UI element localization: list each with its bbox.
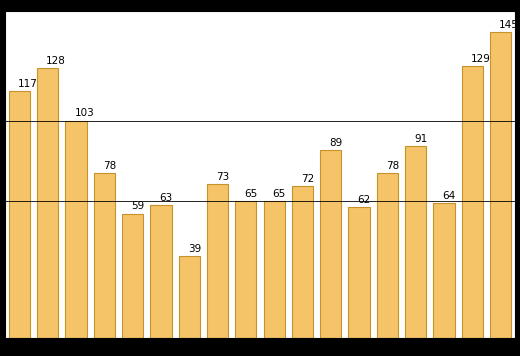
Text: 39: 39 <box>188 244 201 254</box>
Bar <box>9 91 30 338</box>
Text: 128: 128 <box>46 56 66 66</box>
Text: 65: 65 <box>272 189 286 199</box>
Text: 72: 72 <box>301 174 314 184</box>
Text: 145: 145 <box>499 20 519 30</box>
Bar <box>377 173 398 338</box>
Bar <box>178 256 200 338</box>
Bar <box>405 146 426 338</box>
Bar <box>150 205 172 338</box>
Bar <box>94 173 115 338</box>
Bar <box>348 207 370 338</box>
Text: 89: 89 <box>329 138 343 148</box>
Bar <box>66 121 87 338</box>
Bar <box>264 201 285 338</box>
Bar <box>122 214 143 338</box>
Bar <box>490 32 511 338</box>
Text: 64: 64 <box>443 191 456 201</box>
Bar <box>37 68 58 338</box>
Bar <box>433 203 454 338</box>
Text: 129: 129 <box>471 53 491 63</box>
Bar <box>462 66 483 338</box>
Text: 103: 103 <box>74 109 94 119</box>
Text: 62: 62 <box>358 195 371 205</box>
Text: 73: 73 <box>216 172 229 182</box>
Bar <box>292 186 313 338</box>
Text: 59: 59 <box>131 201 145 211</box>
Bar <box>207 184 228 338</box>
Text: 78: 78 <box>386 161 399 171</box>
Bar <box>320 150 342 338</box>
Text: 65: 65 <box>244 189 258 199</box>
Text: 91: 91 <box>414 134 427 144</box>
Text: 63: 63 <box>160 193 173 203</box>
Text: 117: 117 <box>18 79 38 89</box>
Text: 78: 78 <box>103 161 116 171</box>
Bar <box>235 201 256 338</box>
